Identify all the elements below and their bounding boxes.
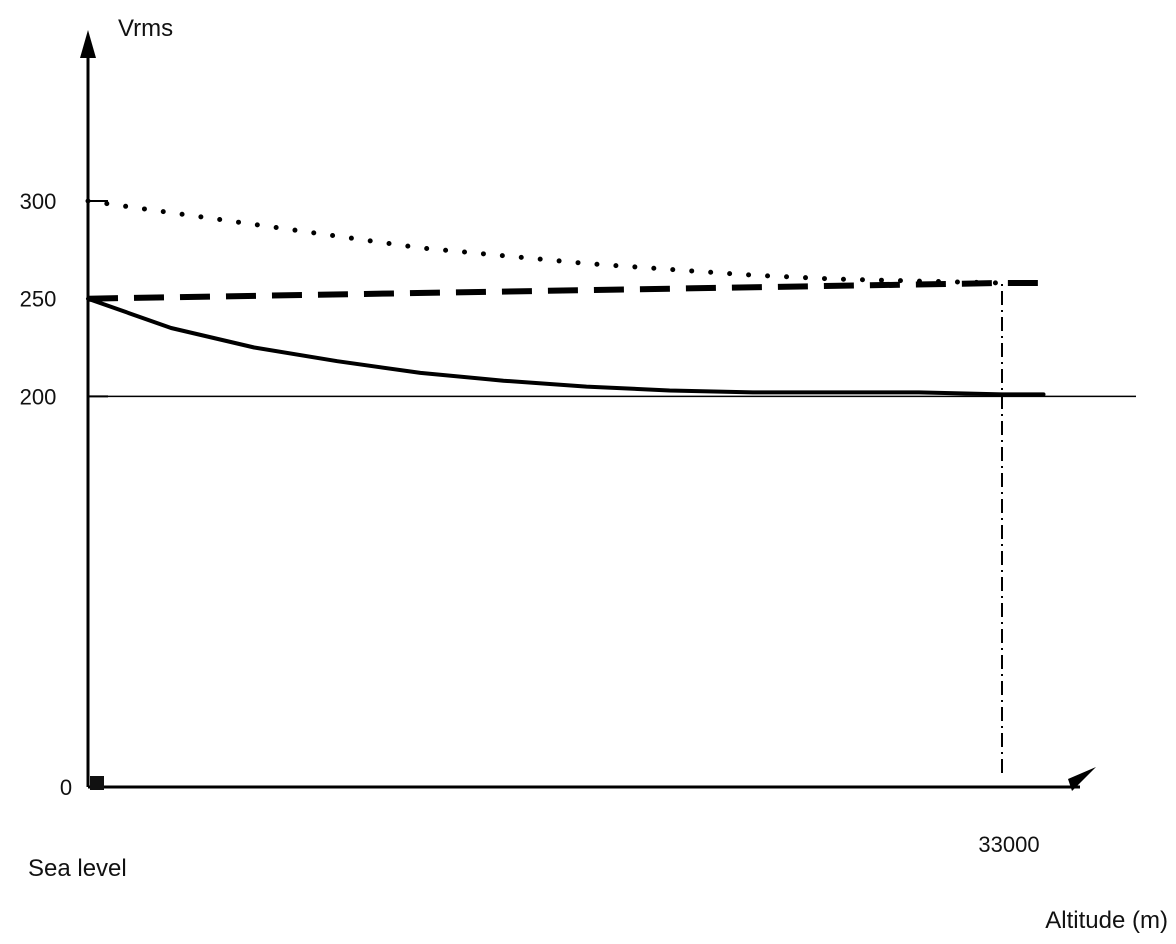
x-axis-start-label: Sea level: [28, 855, 127, 882]
y-tick-label: 0: [60, 775, 72, 800]
series-layer: [85, 198, 1046, 397]
y-axis-arrow: [80, 30, 96, 58]
x-axis-title: Altitude (m): [1045, 907, 1168, 934]
x-axis-arrow: [1068, 767, 1096, 791]
axes: [80, 30, 1096, 791]
y-axis-title: Vrms: [118, 15, 173, 42]
labels: Vrms Sea level Altitude (m) 0 200 250 300 33…: [20, 15, 1168, 934]
origin-marker: [90, 776, 104, 790]
y-tick-label: 300: [20, 189, 57, 214]
series-dotted-line: [85, 198, 1046, 286]
y-tick-label: 200: [20, 384, 57, 409]
series-solid-line: [86, 296, 1046, 397]
y-tick-label: 250: [20, 287, 57, 312]
x-tick-label: 33000: [978, 832, 1039, 857]
series-dashed-line: [87, 280, 1044, 302]
